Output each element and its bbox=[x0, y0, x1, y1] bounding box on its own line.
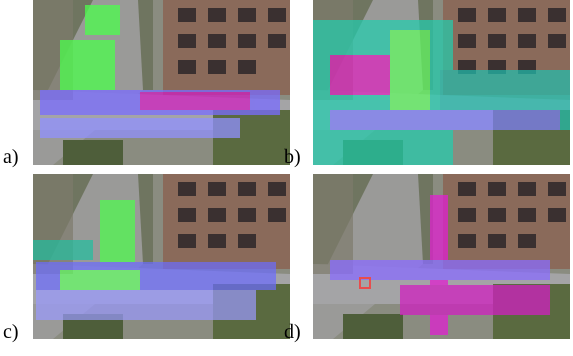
panel-a bbox=[33, 0, 290, 165]
panel-label: a) bbox=[3, 146, 19, 168]
figure: a) b) c) d) bbox=[0, 0, 573, 351]
panel-c bbox=[33, 174, 290, 339]
panel-label: c) bbox=[3, 321, 19, 343]
panel-label: b) bbox=[284, 146, 301, 168]
page: a) b) c) d) (() => { const data = JSON.p… bbox=[0, 0, 573, 351]
panel-b bbox=[313, 0, 570, 165]
panel-label: d) bbox=[284, 321, 301, 343]
panel-d bbox=[313, 174, 570, 339]
